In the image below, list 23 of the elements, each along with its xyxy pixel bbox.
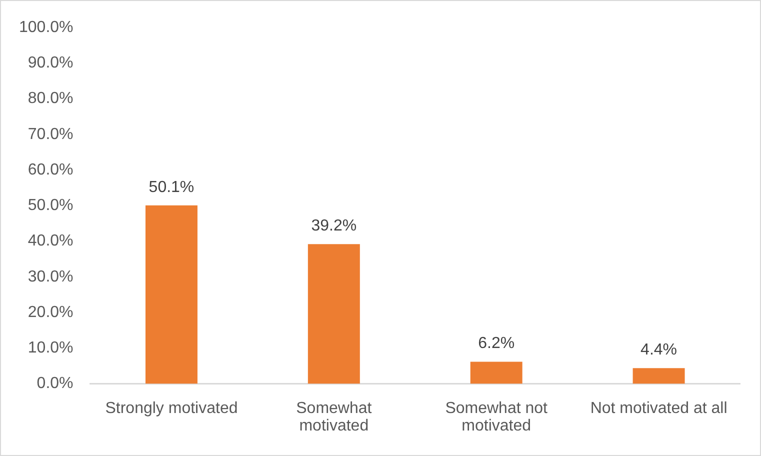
data-label: 50.1% xyxy=(148,178,194,196)
y-tick-label: 90.0% xyxy=(28,54,74,72)
y-tick-label: 100.0% xyxy=(19,19,74,36)
bar xyxy=(632,368,685,384)
y-tick-label: 40.0% xyxy=(28,232,74,250)
y-tick-label: 50.0% xyxy=(28,197,74,214)
bar xyxy=(470,362,522,384)
bar xyxy=(145,205,198,384)
x-tick-label: Somewhat motivated xyxy=(296,400,372,435)
y-tick-label: 60.0% xyxy=(28,161,74,178)
y-tick-label: 10.0% xyxy=(28,340,74,357)
data-label: 4.4% xyxy=(640,342,678,359)
x-tick-label: Somewhat not motivated xyxy=(445,400,548,435)
y-tick-label: 30.0% xyxy=(28,268,74,286)
y-tick-label: 20.0% xyxy=(28,304,74,321)
y-tick-label: 0.0% xyxy=(36,375,74,392)
x-tick-label: Not motivated at all xyxy=(590,400,728,418)
data-label: 6.2% xyxy=(478,335,515,352)
bar xyxy=(308,244,360,384)
y-tick-label: 70.0% xyxy=(28,126,74,143)
data-label: 39.2% xyxy=(311,218,357,235)
y-tick-label: 80.0% xyxy=(28,90,74,108)
x-tick-label: Strongly motivated xyxy=(105,400,238,418)
